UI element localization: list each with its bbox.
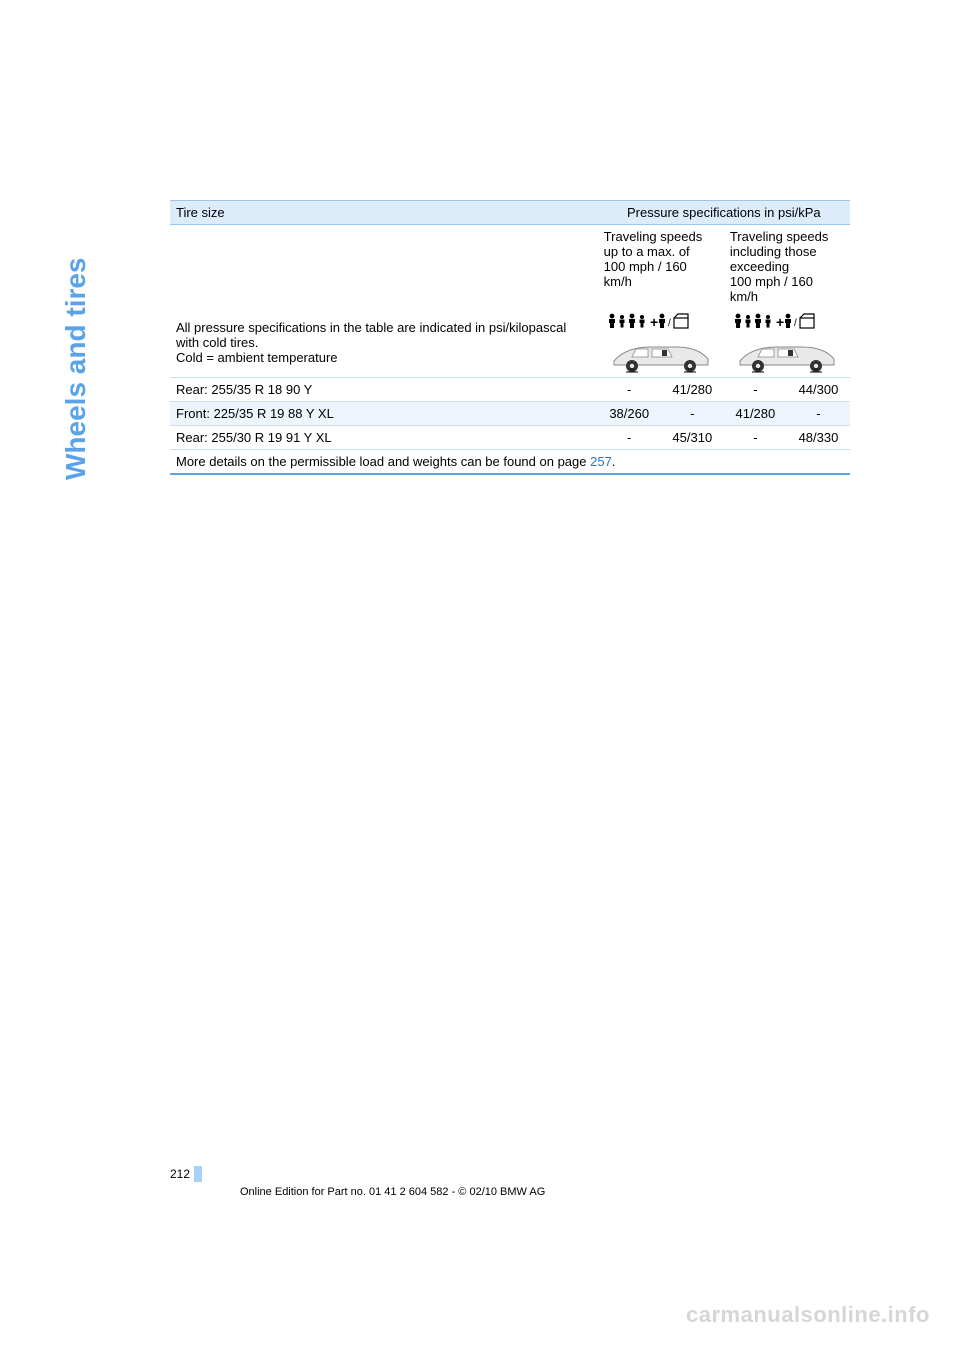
table-row: Rear: 255/30 R 19 91 Y XL-45/310-48/330 bbox=[170, 426, 850, 450]
footer-pre: More details on the permissible load and… bbox=[176, 454, 590, 469]
footer-post: . bbox=[612, 454, 616, 469]
passengers-icon: + / bbox=[604, 312, 694, 334]
pressure-cell: 48/330 bbox=[787, 426, 850, 450]
tire-pressure-table: Tire size Pressure specifications in psi… bbox=[170, 200, 850, 475]
passengers-icon: + / bbox=[730, 312, 820, 334]
car-icon bbox=[732, 339, 842, 373]
edition-line: Online Edition for Part no. 01 41 2 604 … bbox=[170, 1186, 850, 1198]
pressure-cell: - bbox=[787, 402, 850, 426]
pressure-cell: - bbox=[724, 378, 787, 402]
pressure-note: All pressure specifications in the table… bbox=[170, 308, 598, 378]
pressure-cell: 44/300 bbox=[787, 378, 850, 402]
pressure-cell: - bbox=[661, 402, 724, 426]
table-row: Front: 225/35 R 19 88 Y XL38/260-41/280- bbox=[170, 402, 850, 426]
pressure-cell: 45/310 bbox=[661, 426, 724, 450]
content-area: Tire size Pressure specifications in psi… bbox=[170, 200, 850, 475]
table-footer-row: More details on the permissible load and… bbox=[170, 450, 850, 475]
section-title: Wheels and tires bbox=[60, 257, 92, 480]
pressure-cell: 41/280 bbox=[661, 378, 724, 402]
load-pictogram-high: + / bbox=[724, 308, 850, 378]
svg-text:/: / bbox=[794, 318, 797, 329]
table-footer-text: More details on the permissible load and… bbox=[170, 450, 850, 475]
table-row: Rear: 255/35 R 18 90 Y-41/280-44/300 bbox=[170, 378, 850, 402]
pressure-cell: - bbox=[724, 426, 787, 450]
svg-text:+: + bbox=[650, 314, 658, 330]
watermark: carmanualsonline.info bbox=[686, 1302, 930, 1328]
car-icon bbox=[606, 339, 716, 373]
table-header-row: Tire size Pressure specifications in psi… bbox=[170, 201, 850, 225]
page-footer: 212 Online Edition for Part no. 01 41 2 … bbox=[170, 1166, 850, 1198]
page-number: 212 bbox=[170, 1167, 190, 1181]
subhead-low-speed: Traveling speeds up to a max. of 100 mph… bbox=[598, 225, 724, 309]
table-subhead-row: Traveling speeds up to a max. of 100 mph… bbox=[170, 225, 850, 309]
tire-size-cell: Rear: 255/35 R 18 90 Y bbox=[170, 378, 598, 402]
load-pictogram-low: + / bbox=[598, 308, 724, 378]
pressure-cell: 38/260 bbox=[598, 402, 661, 426]
subhead-high-speed: Traveling speeds including those exceedi… bbox=[724, 225, 850, 309]
pressure-cell: - bbox=[598, 426, 661, 450]
header-tire-size: Tire size bbox=[170, 201, 598, 225]
svg-text:/: / bbox=[668, 318, 671, 329]
table-note-row: All pressure specifications in the table… bbox=[170, 308, 850, 378]
pressure-cell: - bbox=[598, 378, 661, 402]
svg-text:+: + bbox=[776, 314, 784, 330]
header-pressure: Pressure specifications in psi/kPa bbox=[598, 201, 850, 225]
page-marker-icon bbox=[194, 1166, 202, 1182]
tire-size-cell: Rear: 255/30 R 19 91 Y XL bbox=[170, 426, 598, 450]
tire-size-cell: Front: 225/35 R 19 88 Y XL bbox=[170, 402, 598, 426]
page-link[interactable]: 257 bbox=[590, 454, 612, 469]
pressure-cell: 41/280 bbox=[724, 402, 787, 426]
